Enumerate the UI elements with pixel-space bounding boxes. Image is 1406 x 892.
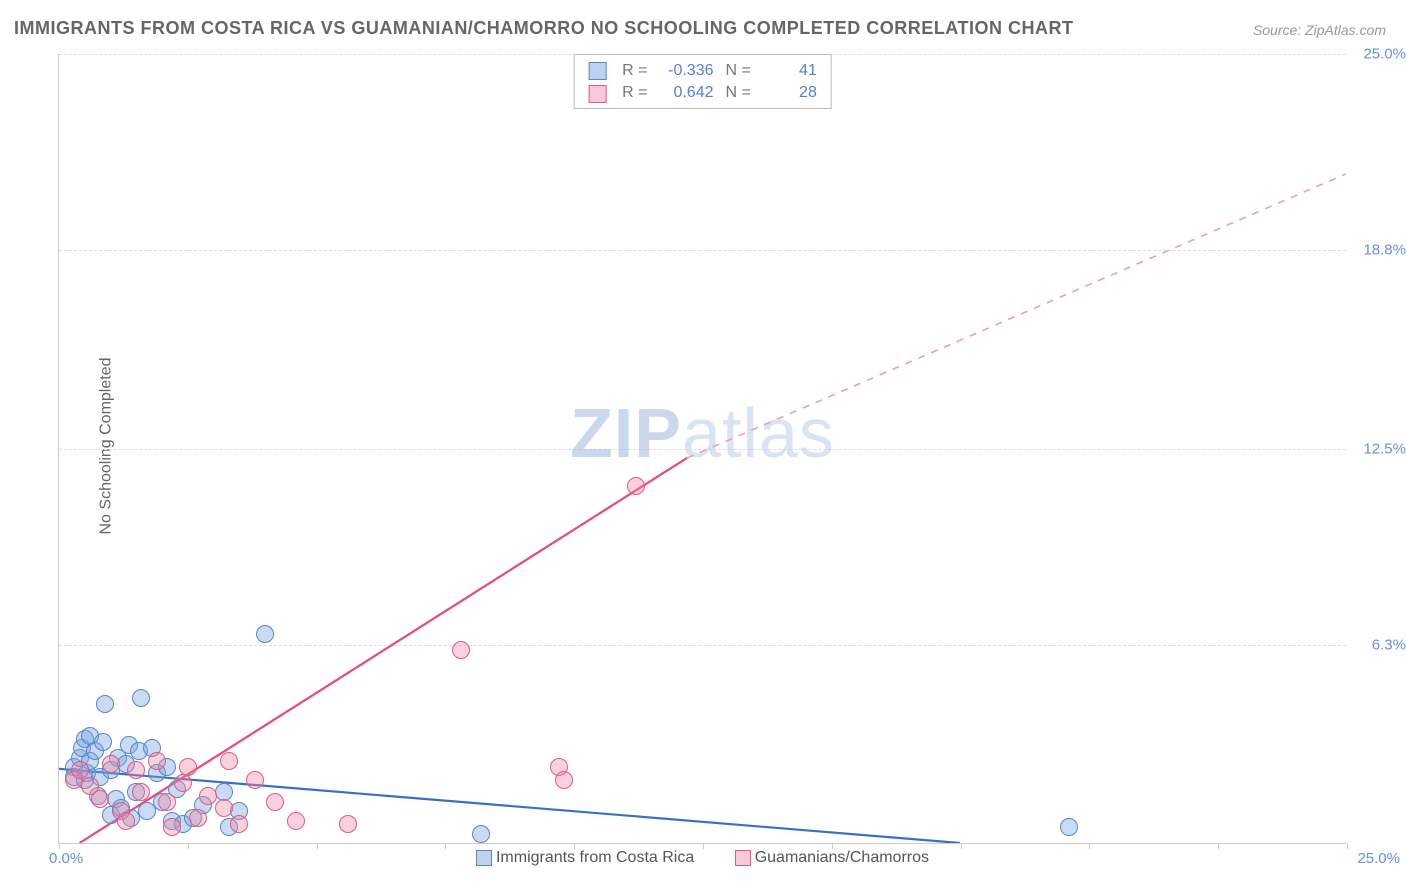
data-point-pink bbox=[230, 815, 248, 833]
data-point-blue bbox=[96, 695, 114, 713]
data-point-blue bbox=[94, 733, 112, 751]
data-point-pink bbox=[246, 771, 264, 789]
x-tick bbox=[1347, 843, 1348, 849]
legend-item-pink: Guamanians/Chamorros bbox=[735, 849, 929, 867]
plot-area: ZIPatlas R = -0.336 N = 41 R = 0.642 N =… bbox=[58, 54, 1346, 844]
data-point-pink bbox=[189, 809, 207, 827]
swatch-pink-icon-2 bbox=[735, 850, 751, 866]
swatch-pink-icon bbox=[588, 85, 606, 103]
swatch-blue-icon-2 bbox=[476, 850, 492, 866]
x-tick bbox=[961, 843, 962, 849]
data-point-pink bbox=[220, 752, 238, 770]
legend-bottom: Immigrants from Costa Rica Guamanians/Ch… bbox=[59, 849, 1346, 871]
x-tick bbox=[59, 843, 60, 849]
legend-row-blue: R = -0.336 N = 41 bbox=[588, 60, 817, 82]
legend-pink-label: Guamanians/Chamorros bbox=[755, 849, 929, 867]
data-point-pink bbox=[91, 790, 109, 808]
data-point-pink bbox=[163, 818, 181, 836]
y-tick-label: 6.3% bbox=[1372, 636, 1406, 653]
xmax-label: 25.0% bbox=[1357, 850, 1400, 867]
n-label-2: N = bbox=[726, 82, 751, 104]
pink-r-value: 0.642 bbox=[658, 82, 714, 104]
data-point-pink bbox=[71, 761, 89, 779]
legend-stats-box: R = -0.336 N = 41 R = 0.642 N = 28 bbox=[573, 54, 832, 109]
data-point-pink bbox=[452, 641, 470, 659]
x-tick bbox=[1218, 843, 1219, 849]
data-point-pink bbox=[102, 755, 120, 773]
blue-r-value: -0.336 bbox=[658, 60, 714, 82]
r-label: R = bbox=[622, 60, 647, 82]
data-point-pink bbox=[339, 815, 357, 833]
data-point-pink bbox=[287, 812, 305, 830]
x-tick bbox=[445, 843, 446, 849]
data-point-pink bbox=[199, 787, 217, 805]
gridline bbox=[59, 250, 1346, 251]
chart-title: IMMIGRANTS FROM COSTA RICA VS GUAMANIAN/… bbox=[14, 18, 1073, 39]
data-point-pink bbox=[179, 758, 197, 776]
swatch-blue-icon bbox=[588, 62, 606, 80]
n-label: N = bbox=[726, 60, 751, 82]
watermark-light: atlas bbox=[682, 394, 835, 472]
gridline bbox=[59, 449, 1346, 450]
data-point-pink bbox=[174, 774, 192, 792]
x-tick bbox=[574, 843, 575, 849]
x-tick bbox=[188, 843, 189, 849]
r-label-2: R = bbox=[622, 82, 647, 104]
data-point-pink bbox=[132, 783, 150, 801]
data-point-pink bbox=[555, 771, 573, 789]
watermark-bold: ZIP bbox=[570, 394, 682, 472]
blue-n-value: 41 bbox=[761, 60, 817, 82]
x-tick bbox=[317, 843, 318, 849]
data-point-pink bbox=[158, 793, 176, 811]
y-tick-label: 12.5% bbox=[1363, 441, 1406, 458]
data-point-pink bbox=[215, 799, 233, 817]
data-point-blue bbox=[132, 689, 150, 707]
source-attribution: Source: ZipAtlas.com bbox=[1253, 22, 1386, 38]
x-tick bbox=[832, 843, 833, 849]
x-tick bbox=[1089, 843, 1090, 849]
data-point-blue bbox=[1060, 818, 1078, 836]
legend-blue-label: Immigrants from Costa Rica bbox=[496, 849, 694, 867]
y-tick-label: 18.8% bbox=[1363, 241, 1406, 258]
x-tick bbox=[703, 843, 704, 849]
legend-row-pink: R = 0.642 N = 28 bbox=[588, 82, 817, 104]
data-point-pink bbox=[117, 812, 135, 830]
data-point-pink bbox=[266, 793, 284, 811]
data-point-blue bbox=[472, 825, 490, 843]
data-point-pink bbox=[127, 761, 145, 779]
data-point-pink bbox=[148, 752, 166, 770]
pink-n-value: 28 bbox=[761, 82, 817, 104]
data-point-pink bbox=[627, 477, 645, 495]
watermark: ZIPatlas bbox=[570, 393, 835, 473]
y-tick-label: 25.0% bbox=[1363, 46, 1406, 63]
gridline bbox=[59, 645, 1346, 646]
trend-line bbox=[687, 174, 1346, 458]
data-point-blue bbox=[256, 625, 274, 643]
legend-item-blue: Immigrants from Costa Rica bbox=[476, 849, 694, 867]
